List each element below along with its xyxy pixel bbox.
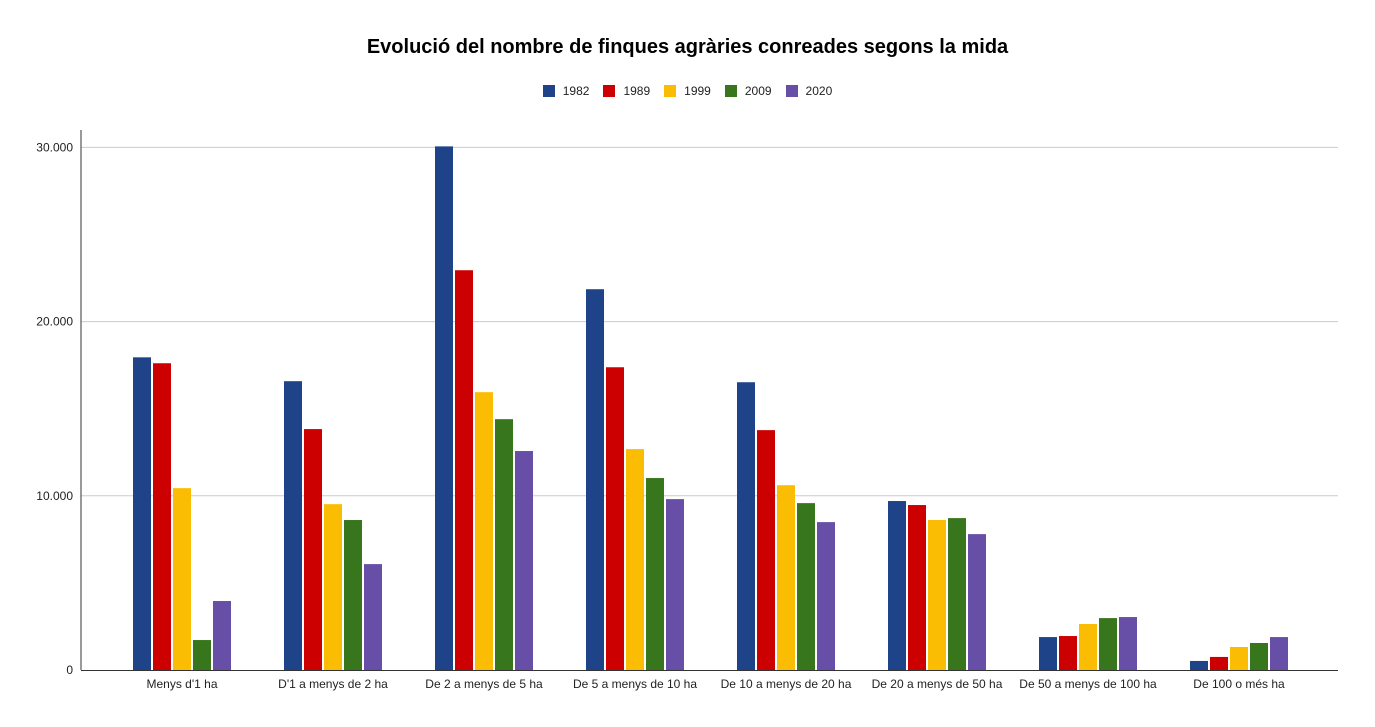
bar: [1059, 636, 1077, 670]
y-tick-label: 10.000: [36, 489, 73, 503]
bar: [928, 520, 946, 670]
bar: [606, 367, 624, 670]
bar: [1230, 647, 1248, 670]
bar: [586, 289, 604, 670]
legend-label: 1982: [562, 84, 590, 98]
bar: [888, 501, 906, 670]
x-tick-label: De 10 a menys de 20 ha: [721, 677, 852, 691]
bar: [777, 485, 795, 670]
legend-item: 1999: [664, 84, 711, 98]
bar: [797, 503, 815, 670]
bar: [968, 534, 986, 670]
x-tick-label: De 2 a menys de 5 ha: [425, 677, 543, 691]
x-tick-label: De 20 a menys de 50 ha: [872, 677, 1003, 691]
bar: [364, 564, 382, 670]
y-tick-label: 30.000: [36, 140, 73, 154]
bar: [948, 518, 966, 670]
x-tick-label: De 5 a menys de 10 ha: [573, 677, 697, 691]
x-tick-label: Menys d'1 ha: [147, 677, 218, 691]
y-tick-label: 20.000: [36, 315, 73, 329]
bar: [133, 357, 151, 670]
legend-label: 1999: [684, 84, 711, 98]
legend: 1982 1989 1999 2009 2020: [0, 84, 1375, 98]
bar: [435, 146, 453, 670]
bar: [153, 363, 171, 670]
bar: [817, 522, 835, 670]
bar: [908, 505, 926, 670]
bar: [475, 392, 493, 670]
legend-item: 2009: [724, 84, 772, 98]
bar: [1270, 637, 1288, 670]
bar: [193, 640, 211, 670]
bar: [1099, 618, 1117, 670]
bar: [1079, 624, 1097, 670]
x-tick-label: De 50 a menys de 100 ha: [1019, 677, 1157, 691]
legend-label: 2020: [805, 84, 833, 98]
legend-swatch: [785, 85, 798, 97]
bar: [1190, 660, 1208, 670]
legend-swatch: [603, 85, 616, 97]
bar: [1119, 617, 1137, 670]
bar: [495, 419, 513, 670]
legend-swatch: [664, 85, 677, 97]
y-tick-label: 0: [66, 663, 73, 677]
legend-swatch: [724, 85, 737, 97]
bar: [1039, 637, 1057, 670]
chart-title: Evolució del nombre de finques agràries …: [366, 36, 1009, 58]
bar: [1250, 643, 1268, 670]
x-tick-label: De 100 o més ha: [1193, 677, 1285, 691]
bar: [213, 601, 231, 670]
bar: [515, 451, 533, 670]
legend-label: 2009: [744, 84, 772, 98]
bar: [646, 478, 664, 670]
legend-item: 2020: [785, 84, 833, 98]
x-tick-label: D'1 a menys de 2 ha: [278, 677, 388, 691]
legend-swatch: [542, 85, 555, 97]
legend-item: 1982: [542, 84, 590, 98]
bar: [737, 382, 755, 670]
bar: [304, 429, 322, 670]
bar: [284, 381, 302, 670]
bar: [173, 488, 191, 670]
legend-item: 1989: [603, 84, 650, 98]
bar: [455, 270, 473, 670]
bar: [666, 499, 684, 670]
bar: [344, 520, 362, 670]
legend-label: 1989: [623, 84, 651, 98]
bar: [324, 504, 342, 670]
bar: [626, 449, 644, 670]
bar: [1210, 656, 1228, 670]
bar: [757, 430, 775, 670]
